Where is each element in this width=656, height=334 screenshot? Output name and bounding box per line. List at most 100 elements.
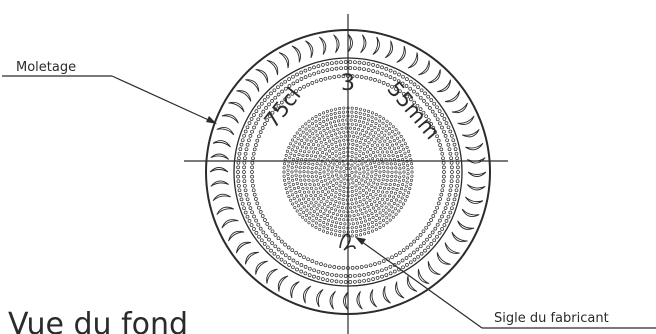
center-dot xyxy=(303,178,307,182)
center-dot xyxy=(316,212,320,216)
ring-dot xyxy=(446,197,451,202)
knurl-crescent xyxy=(418,60,430,76)
ring-dot xyxy=(249,117,254,121)
ring-dot xyxy=(425,237,429,242)
center-dot xyxy=(310,171,314,175)
center-dot xyxy=(324,132,328,136)
center-dot xyxy=(376,189,380,193)
ring-dot xyxy=(400,258,405,263)
center-dot xyxy=(344,206,348,210)
center-dot xyxy=(307,119,311,123)
center-dot xyxy=(342,230,346,234)
center-dot xyxy=(310,122,314,126)
ring-dot xyxy=(450,165,454,170)
knurl-crescent xyxy=(305,40,314,59)
center-dot xyxy=(342,190,346,194)
center-dot xyxy=(295,209,299,213)
center-dot xyxy=(319,140,323,144)
ring-dot xyxy=(454,188,459,193)
center-dot xyxy=(383,194,387,198)
ring-dot xyxy=(353,273,357,278)
center-dot xyxy=(378,147,382,151)
ring-dot xyxy=(375,269,380,274)
ring-dot xyxy=(258,210,263,214)
center-dot xyxy=(385,190,389,194)
ring-dot xyxy=(307,266,312,271)
center-dot xyxy=(381,214,385,218)
ring-dot xyxy=(442,210,446,215)
center-dot xyxy=(376,197,380,201)
center-dot xyxy=(369,124,373,128)
ring-dot xyxy=(398,250,402,255)
ring-dot xyxy=(267,114,272,119)
center-dot xyxy=(338,115,342,119)
ring-dot xyxy=(325,278,330,282)
center-dot xyxy=(357,119,361,123)
center-dot xyxy=(339,174,343,178)
center-dot xyxy=(391,125,395,129)
center-dot xyxy=(398,140,402,144)
center-dot xyxy=(410,174,414,178)
ring-dot xyxy=(409,242,413,247)
ring-dot xyxy=(343,66,348,70)
ring-dot xyxy=(312,268,316,273)
knurl-crescent xyxy=(212,193,231,202)
ring-dot xyxy=(437,109,442,113)
ring-dot xyxy=(270,99,274,103)
center-dot xyxy=(398,175,402,179)
ring-dot xyxy=(273,95,278,100)
ring-dot xyxy=(343,60,348,64)
ring-dot xyxy=(422,99,426,103)
center-dot xyxy=(351,222,355,226)
ring-dot xyxy=(255,201,260,206)
ring-dot xyxy=(242,165,246,170)
ring-dot xyxy=(295,79,300,84)
ring-dot xyxy=(380,268,384,273)
center-dot xyxy=(393,207,397,211)
center-dot xyxy=(338,184,342,188)
center-dot xyxy=(342,142,346,146)
center-dot xyxy=(287,181,291,185)
center-dot xyxy=(322,138,326,142)
center-dot xyxy=(338,107,342,111)
ring-dot xyxy=(394,253,398,257)
center-dot xyxy=(326,227,330,231)
center-dot xyxy=(365,176,369,180)
ring-dot xyxy=(404,84,409,88)
knurl-crescent xyxy=(209,167,229,173)
ring-dot xyxy=(295,72,299,77)
center-dot xyxy=(350,122,354,126)
center-dot xyxy=(314,170,318,174)
center-dot xyxy=(325,199,329,203)
center-dot xyxy=(282,178,286,182)
center-dot xyxy=(365,195,369,199)
center-dot xyxy=(374,223,378,227)
center-dot xyxy=(399,154,403,158)
center-mark-text: 3 xyxy=(341,71,355,96)
center-dot xyxy=(401,147,405,151)
ring-dot xyxy=(238,193,243,197)
ring-dot xyxy=(244,147,249,152)
center-dot xyxy=(294,177,298,181)
center-dot xyxy=(308,216,312,220)
knurl-crescent xyxy=(245,79,260,92)
center-dot xyxy=(401,178,405,182)
ring-dot xyxy=(456,174,460,179)
center-dot xyxy=(315,162,319,166)
center-dot xyxy=(377,216,381,220)
center-dot xyxy=(338,143,342,147)
ring-dot xyxy=(366,68,371,72)
center-dot xyxy=(287,195,291,199)
ring-dot xyxy=(357,66,362,71)
ring-dot xyxy=(252,147,257,152)
ring-dot xyxy=(243,156,247,161)
ring-dot xyxy=(440,151,445,156)
ring-dot xyxy=(262,98,267,102)
center-dot xyxy=(354,107,358,111)
center-dot xyxy=(334,191,338,195)
center-dot xyxy=(400,143,404,147)
center-dot xyxy=(318,186,322,190)
center-dot xyxy=(342,114,346,118)
center-dot xyxy=(326,190,330,194)
center-dot xyxy=(374,219,378,223)
